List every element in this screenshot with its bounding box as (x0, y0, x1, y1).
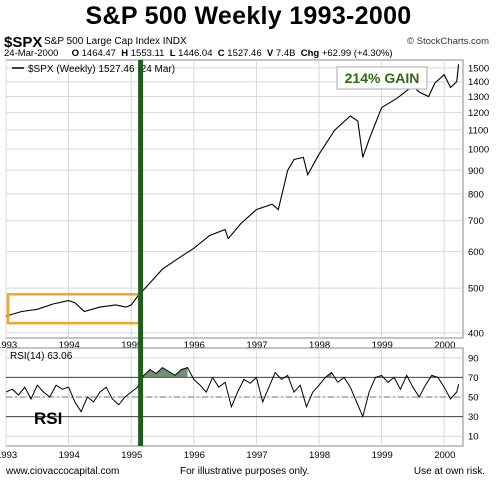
rsi-y-tick-label: 90 (468, 353, 479, 364)
footer-website: www.ciovaccocapital.com (6, 466, 120, 477)
price-panel: 400 500 600 700 800 900 1000 1100 1200 1300 1400 15… (0, 59, 489, 351)
price-x-tick-label: 1998 (309, 340, 330, 351)
price-y-tick-label: 1200 (468, 108, 489, 119)
change-label: Chg (300, 48, 320, 59)
rsi-overbought-fill (143, 367, 188, 378)
price-y-tick-label: 500 (468, 284, 484, 295)
price-y-tick-label: 400 (468, 328, 484, 339)
price-y-tick-label: 700 (468, 216, 484, 227)
price-x-tick-label: 1993 (0, 340, 17, 351)
price-plot-frame (5, 59, 464, 339)
rsi-x-tick-label: 1999 (372, 450, 393, 461)
rsi-x-tick-label: 2000 (434, 450, 455, 461)
high-label: H (121, 48, 129, 59)
high-value: 1553.11 (130, 48, 165, 59)
rsi-annotation-label: RSI (34, 409, 62, 428)
price-x-tick-label: 1996 (184, 340, 205, 351)
low-label: L (169, 48, 176, 59)
close-value: 1527.46 (227, 48, 262, 59)
price-y-tick-label: 600 (468, 247, 484, 258)
rsi-x-tick-label: 1996 (184, 450, 205, 461)
chart-title: S&P 500 Weekly 1993-2000 (85, 2, 412, 30)
price-y-tick-label: 1000 (468, 145, 489, 156)
rsi-legend-label: RSI(14) 63.06 (10, 351, 73, 362)
rsi-x-tick-label: 1993 (0, 450, 17, 461)
open-label: O (71, 48, 79, 59)
rsi-panel: 10 30 50 70 90 1993 1994 1995 1996 1997 1998 1999 20… (0, 347, 479, 461)
close-label: C (217, 48, 225, 59)
price-y-tick-label: 1100 (468, 126, 488, 137)
rsi-x-tick-label: 1995 (121, 450, 142, 461)
ticker-description: S&P 500 Large Cap Index INDX (44, 36, 187, 47)
volume-value: 7.4B (275, 48, 296, 59)
source-credit: © StockCharts.com (407, 36, 489, 47)
rsi-x-tick-label: 1997 (246, 450, 267, 461)
rsi-y-tick-label: 10 (468, 432, 479, 443)
footer-risk: Use at own risk. (413, 466, 485, 477)
rsi-y-tick-label: 50 (468, 393, 479, 404)
open-value: 1464.47 (81, 48, 116, 59)
price-x-tick-label: 2000 (434, 340, 455, 351)
price-x-tick-label: 1999 (372, 340, 393, 351)
ticker-symbol: $SPX (4, 34, 43, 51)
price-x-tick-label: 1994 (59, 340, 80, 351)
rsi-x-tick-label: 1994 (59, 450, 80, 461)
change-value: +62.99 (+4.30%) (321, 48, 393, 59)
ohlc-date: 24-Mar-2000 (4, 48, 59, 59)
gain-annotation-label: 214% GAIN (345, 70, 420, 86)
price-x-tick-label: 1995 (121, 340, 142, 351)
footer-disclaimer: For illustrative purposes only. (180, 466, 310, 477)
rsi-y-tick-label: 30 (468, 412, 479, 423)
price-y-tick-label: 900 (468, 166, 484, 177)
gain-annotation-box (336, 66, 428, 90)
low-value: 1446.04 (178, 48, 213, 59)
volume-label: V (266, 48, 274, 59)
rsi-y-tick-label: 70 (468, 373, 479, 384)
rsi-series-line (5, 366, 460, 419)
price-y-tick-label: 1300 (468, 92, 489, 103)
price-x-tick-label: 1997 (246, 340, 267, 351)
ohlc-readout: 24-Mar-2000 O 1464.47 H 1553.11 L 1446.0… (4, 48, 393, 59)
price-y-tick-label: 1500 (468, 63, 489, 74)
price-y-tick-label: 800 (468, 189, 484, 200)
price-y-tick-label: 1400 (468, 77, 489, 88)
rsi-x-tick-label: 1998 (309, 450, 330, 461)
price-legend-label: $SPX (Weekly) 1527.46 (24 Mar) (28, 64, 175, 75)
